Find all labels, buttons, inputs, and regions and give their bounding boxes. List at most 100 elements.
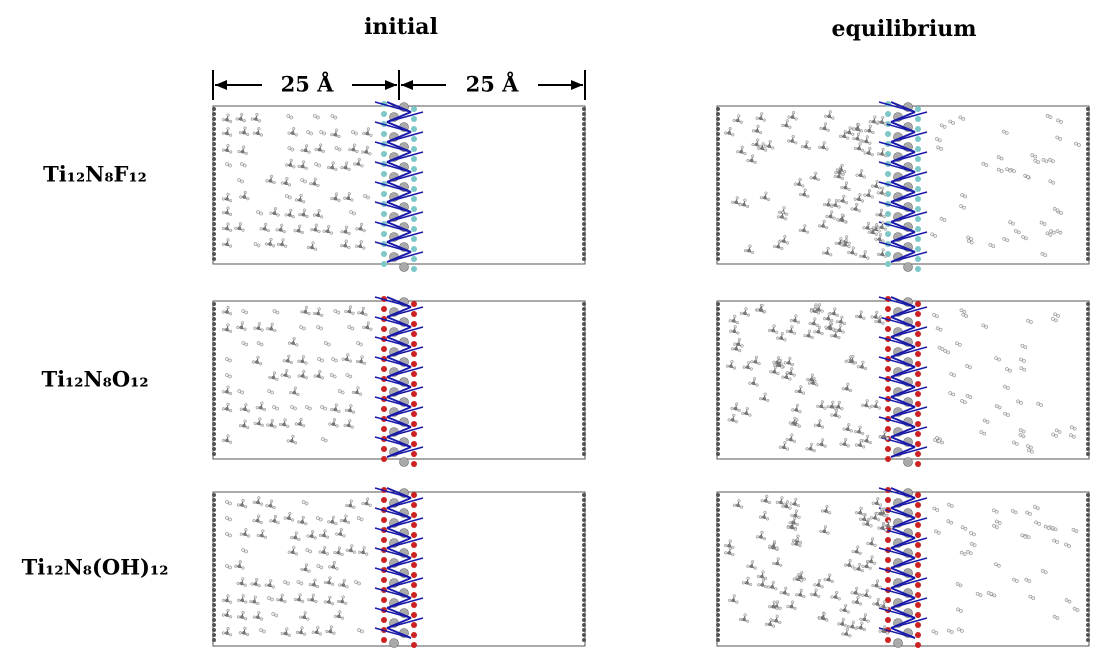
atom (270, 500, 273, 503)
atom (733, 504, 736, 507)
atom (869, 441, 872, 444)
wall-atom (212, 452, 216, 456)
atom (251, 118, 254, 121)
atom (841, 186, 844, 189)
atom (296, 631, 299, 634)
wall-atom (716, 387, 720, 391)
atom (352, 391, 355, 394)
atom (370, 134, 373, 137)
surface-atom (885, 171, 891, 177)
surface-atom (915, 206, 921, 212)
surface-atom (915, 381, 921, 387)
atom (349, 360, 352, 363)
atom (305, 376, 308, 379)
atom (877, 518, 880, 521)
wall-atom (212, 518, 216, 522)
wall-atom (1086, 187, 1090, 191)
atom (799, 229, 802, 232)
atom (760, 196, 763, 199)
wall-atom (582, 227, 586, 231)
atom (340, 519, 343, 522)
atom (854, 207, 858, 211)
atom (305, 502, 308, 505)
atom (844, 604, 847, 607)
atom (837, 623, 840, 626)
surface-atom (915, 401, 921, 407)
wall-atom (1086, 387, 1090, 391)
wall-atom (1086, 382, 1090, 386)
atom (1047, 526, 1050, 529)
atom (1025, 511, 1028, 514)
atom (995, 356, 998, 359)
atom (868, 147, 871, 150)
atom (279, 598, 283, 602)
atom (738, 338, 741, 341)
atom (788, 126, 791, 129)
atom (349, 549, 353, 553)
atom (818, 303, 821, 306)
atom (323, 407, 326, 410)
atom (796, 538, 799, 541)
wall-atom (716, 257, 720, 261)
surface-atom (411, 146, 417, 152)
atom (1019, 358, 1022, 361)
atom (343, 519, 347, 523)
atom (255, 360, 259, 364)
wall-atom (1086, 513, 1090, 517)
atom (229, 601, 232, 604)
atom (304, 310, 308, 314)
atom (260, 227, 263, 230)
atom (1056, 540, 1059, 543)
atom (1052, 181, 1055, 184)
atom (280, 224, 283, 227)
wall-atom (1086, 633, 1090, 637)
surface-atom (381, 231, 387, 237)
atom (353, 144, 356, 147)
wall-atom (716, 152, 720, 156)
atom (965, 315, 968, 318)
wall-atom (1086, 618, 1090, 622)
atom (244, 627, 247, 630)
atom (238, 150, 241, 153)
atom (767, 198, 770, 201)
atom (866, 136, 869, 139)
atom (835, 329, 838, 332)
atom (334, 615, 337, 618)
atom (302, 327, 305, 330)
wall-atom (582, 503, 586, 507)
atom (831, 414, 834, 417)
wall-atom (1086, 628, 1090, 632)
atom (225, 132, 229, 136)
atom (781, 497, 784, 500)
wall-atom (716, 588, 720, 592)
wall-atom (582, 422, 586, 426)
atom (324, 341, 327, 344)
atom (345, 226, 348, 229)
atom (329, 630, 333, 634)
atom (366, 132, 370, 136)
atom (753, 377, 756, 380)
atom (817, 312, 820, 315)
atom (859, 143, 862, 146)
atom (345, 162, 348, 165)
wall-atom (582, 357, 586, 361)
atom (761, 583, 765, 587)
atom (796, 423, 799, 426)
surface-atom (411, 421, 417, 427)
atom (764, 511, 767, 514)
surface-atom (915, 622, 921, 628)
atom (279, 228, 283, 232)
atom (768, 622, 772, 626)
atom (933, 507, 936, 510)
atom (1053, 207, 1056, 210)
atom (351, 426, 354, 429)
atom (800, 580, 803, 583)
atom (352, 312, 355, 315)
atom (1060, 212, 1063, 215)
atom (288, 132, 291, 135)
surface-atom (915, 632, 921, 638)
atom (260, 521, 263, 524)
atom (1031, 153, 1034, 156)
atom (985, 325, 988, 328)
atom (327, 581, 331, 585)
